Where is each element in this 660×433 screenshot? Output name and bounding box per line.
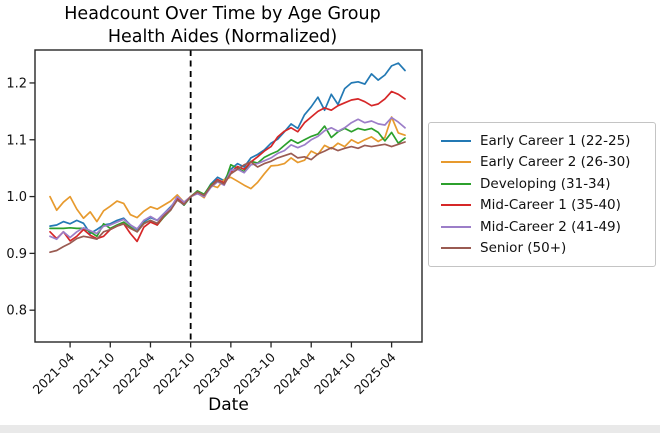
legend-label: Mid-Career 2 (41-49): [480, 218, 621, 235]
legend-item: Mid-Career 2 (41-49): [437, 216, 647, 238]
x-tick-label: 2022-04: [110, 349, 158, 397]
chart-title-line2: Health Aides (Normalized): [107, 27, 338, 47]
legend-swatch: [441, 225, 471, 228]
legend-swatch: [441, 247, 471, 250]
bottom-gray-strip: [0, 425, 660, 433]
y-tick-label: 1.1: [6, 133, 27, 148]
series-line-developing-31-34: [49, 125, 406, 238]
chart-title-line1: Headcount Over Time by Age Group: [64, 4, 381, 24]
y-tick-label: 1.0: [6, 190, 27, 205]
plot-frame: [34, 49, 423, 343]
y-tick-label: 1.2: [6, 76, 27, 91]
x-tick-label: 2025-04: [351, 349, 399, 397]
series-line-mid-career-1-35-40: [49, 90, 406, 243]
legend-swatch: [441, 161, 471, 164]
x-tick-label: 2023-10: [231, 349, 279, 397]
x-tick-label: 2023-04: [190, 349, 238, 397]
legend-label: Developing (31-34): [480, 175, 611, 192]
legend-swatch: [441, 139, 471, 142]
legend-item: Early Career 2 (26-30): [437, 152, 647, 174]
legend-item: Early Career 1 (22-25): [437, 130, 647, 152]
y-tick-label: 0.9: [6, 247, 27, 262]
chart-title: Headcount Over Time by Age Group Health …: [0, 3, 445, 49]
x-tick-label: 2024-10: [311, 349, 359, 397]
x-tick-label: 2021-10: [70, 349, 118, 397]
legend-item: Developing (31-34): [437, 173, 647, 195]
legend-label: Senior (50+): [480, 240, 567, 257]
legend-label: Mid-Career 1 (35-40): [480, 197, 621, 214]
legend-item: Senior (50+): [437, 238, 647, 260]
x-axis-label: Date: [208, 395, 249, 415]
legend-label: Early Career 1 (22-25): [480, 132, 631, 149]
legend: Early Career 1 (22-25) Early Career 2 (26…: [428, 122, 656, 267]
series-line-early-career-2-26-30: [49, 116, 406, 223]
legend-label: Early Career 2 (26-30): [480, 154, 631, 171]
series-line-senior-50: [49, 141, 406, 254]
y-tick-label: 0.8: [6, 304, 27, 319]
series-line-early-career-1-22-25: [49, 62, 406, 235]
legend-swatch: [441, 204, 471, 207]
x-tick-label: 2021-04: [30, 349, 78, 397]
x-tick-label: 2024-04: [271, 349, 319, 397]
legend-swatch: [441, 182, 471, 185]
x-tick-label: 2022-10: [150, 349, 198, 397]
legend-item: Mid-Career 1 (35-40): [437, 195, 647, 217]
